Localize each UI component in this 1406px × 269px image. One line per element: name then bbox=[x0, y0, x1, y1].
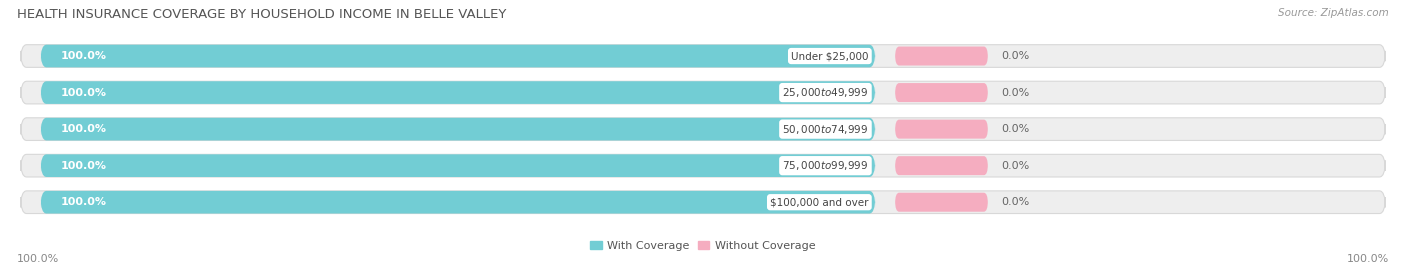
Text: 0.0%: 0.0% bbox=[1001, 88, 1029, 98]
Text: 0.0%: 0.0% bbox=[1001, 161, 1029, 171]
FancyBboxPatch shape bbox=[21, 81, 1385, 104]
Text: 0.0%: 0.0% bbox=[1001, 197, 1029, 207]
Text: 100.0%: 100.0% bbox=[60, 51, 107, 61]
Text: 100.0%: 100.0% bbox=[60, 161, 107, 171]
Text: $75,000 to $99,999: $75,000 to $99,999 bbox=[782, 159, 869, 172]
Text: $25,000 to $49,999: $25,000 to $49,999 bbox=[782, 86, 869, 99]
FancyBboxPatch shape bbox=[896, 47, 988, 66]
FancyBboxPatch shape bbox=[21, 45, 1385, 67]
FancyBboxPatch shape bbox=[896, 156, 988, 175]
FancyBboxPatch shape bbox=[41, 81, 876, 104]
FancyBboxPatch shape bbox=[21, 154, 1385, 177]
Text: 0.0%: 0.0% bbox=[1001, 124, 1029, 134]
Text: Under $25,000: Under $25,000 bbox=[792, 51, 869, 61]
Text: 100.0%: 100.0% bbox=[17, 254, 59, 264]
FancyBboxPatch shape bbox=[21, 191, 1385, 214]
Text: 100.0%: 100.0% bbox=[60, 197, 107, 207]
Text: 100.0%: 100.0% bbox=[60, 124, 107, 134]
Text: $50,000 to $74,999: $50,000 to $74,999 bbox=[782, 123, 869, 136]
FancyBboxPatch shape bbox=[21, 118, 1385, 140]
Text: $100,000 and over: $100,000 and over bbox=[770, 197, 869, 207]
FancyBboxPatch shape bbox=[41, 118, 876, 140]
Text: 100.0%: 100.0% bbox=[60, 88, 107, 98]
Text: 0.0%: 0.0% bbox=[1001, 51, 1029, 61]
Text: HEALTH INSURANCE COVERAGE BY HOUSEHOLD INCOME IN BELLE VALLEY: HEALTH INSURANCE COVERAGE BY HOUSEHOLD I… bbox=[17, 8, 506, 21]
Text: Source: ZipAtlas.com: Source: ZipAtlas.com bbox=[1278, 8, 1389, 18]
FancyBboxPatch shape bbox=[896, 120, 988, 139]
Text: 100.0%: 100.0% bbox=[1347, 254, 1389, 264]
Legend: With Coverage, Without Coverage: With Coverage, Without Coverage bbox=[586, 236, 820, 255]
FancyBboxPatch shape bbox=[41, 154, 876, 177]
FancyBboxPatch shape bbox=[896, 83, 988, 102]
FancyBboxPatch shape bbox=[896, 193, 988, 212]
FancyBboxPatch shape bbox=[41, 45, 876, 67]
FancyBboxPatch shape bbox=[41, 191, 876, 214]
